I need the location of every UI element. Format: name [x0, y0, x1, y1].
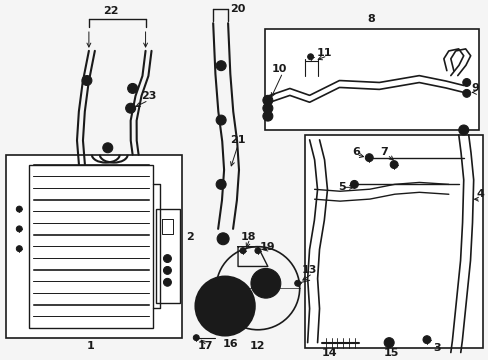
Text: 23: 23 — [141, 91, 156, 102]
Circle shape — [365, 154, 372, 162]
Text: 12: 12 — [250, 341, 265, 351]
Circle shape — [462, 78, 470, 86]
Text: 20: 20 — [230, 4, 245, 14]
Circle shape — [216, 61, 225, 71]
Circle shape — [254, 248, 261, 253]
Circle shape — [127, 84, 137, 93]
Circle shape — [462, 89, 470, 97]
Bar — [155, 209, 180, 303]
Circle shape — [263, 95, 272, 105]
Bar — [29, 165, 152, 328]
Bar — [6, 155, 182, 338]
Text: 3: 3 — [432, 343, 440, 352]
Circle shape — [366, 156, 370, 159]
Text: 17: 17 — [197, 341, 213, 351]
Circle shape — [352, 183, 356, 186]
Circle shape — [193, 335, 199, 341]
Text: 9: 9 — [471, 84, 479, 94]
Circle shape — [422, 336, 430, 343]
Text: 18: 18 — [240, 232, 255, 242]
Circle shape — [217, 233, 228, 245]
Text: 13: 13 — [301, 265, 317, 275]
Circle shape — [389, 161, 397, 168]
Text: 1: 1 — [87, 341, 95, 351]
Circle shape — [205, 286, 244, 326]
Bar — [264, 29, 478, 130]
Circle shape — [16, 206, 22, 212]
Circle shape — [263, 111, 272, 121]
Text: 2: 2 — [186, 232, 194, 242]
Text: 14: 14 — [321, 347, 337, 357]
Circle shape — [128, 106, 132, 110]
Text: 19: 19 — [260, 242, 275, 252]
Text: 22: 22 — [103, 6, 118, 16]
Text: 6: 6 — [352, 147, 360, 157]
Circle shape — [16, 246, 22, 252]
Text: 21: 21 — [230, 135, 245, 145]
Circle shape — [461, 128, 465, 132]
Text: 16: 16 — [222, 339, 237, 348]
Circle shape — [263, 103, 272, 113]
Circle shape — [294, 280, 300, 286]
Text: 5: 5 — [338, 182, 346, 192]
Text: 15: 15 — [383, 347, 398, 357]
Text: 4: 4 — [476, 189, 484, 199]
Circle shape — [221, 237, 224, 241]
Circle shape — [163, 255, 171, 262]
Circle shape — [384, 338, 393, 347]
Circle shape — [195, 276, 254, 336]
Circle shape — [16, 226, 22, 232]
Circle shape — [125, 103, 135, 113]
Text: 7: 7 — [380, 147, 387, 157]
Circle shape — [163, 278, 171, 286]
Text: 8: 8 — [366, 14, 374, 24]
Circle shape — [240, 248, 245, 253]
Circle shape — [386, 340, 391, 345]
Circle shape — [163, 266, 171, 274]
Circle shape — [82, 76, 92, 85]
Circle shape — [216, 115, 225, 125]
Circle shape — [102, 143, 113, 153]
Circle shape — [307, 54, 313, 60]
Circle shape — [350, 180, 358, 188]
Circle shape — [217, 298, 233, 314]
Circle shape — [250, 269, 280, 298]
Text: 11: 11 — [316, 48, 332, 58]
Bar — [304, 135, 482, 347]
Circle shape — [458, 125, 468, 135]
Text: 10: 10 — [271, 64, 287, 74]
Circle shape — [216, 179, 225, 189]
